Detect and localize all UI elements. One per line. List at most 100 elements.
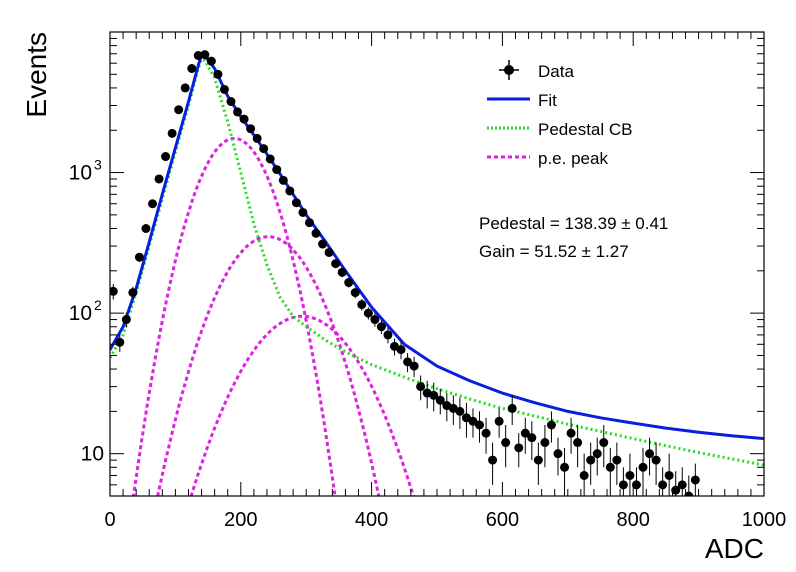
legend-label-fit: Fit <box>538 91 557 110</box>
data-point <box>278 175 288 185</box>
data-point <box>344 277 354 288</box>
data-point-marker <box>488 455 498 465</box>
data-point <box>481 417 491 454</box>
data-point <box>435 388 445 415</box>
data-point <box>174 105 184 115</box>
data-point-marker <box>187 63 197 73</box>
data-point-marker <box>618 480 628 490</box>
data-point-marker <box>278 175 288 185</box>
data-point-marker <box>357 300 367 310</box>
data-point-marker <box>115 337 125 347</box>
data-point <box>605 447 615 496</box>
data-point-marker <box>645 449 655 459</box>
data-point-marker <box>337 267 347 277</box>
data-point-marker <box>677 480 687 490</box>
data-point <box>350 287 360 299</box>
data-point <box>684 475 694 496</box>
data-point-marker <box>324 247 334 257</box>
data-point-marker <box>435 395 445 405</box>
data-point <box>396 341 406 360</box>
data-point-marker <box>311 228 321 238</box>
y-tick-exponent: 2 <box>94 297 102 313</box>
legend-label-pedestal: Pedestal CB <box>538 120 633 139</box>
data-point-marker <box>174 105 184 115</box>
data-point-marker <box>363 308 373 318</box>
data-point-marker <box>161 152 171 162</box>
data-point-marker <box>291 198 301 208</box>
x-axis-label: ADC <box>705 533 764 564</box>
data-point <box>651 442 661 485</box>
axis-ticks <box>109 32 765 497</box>
data-point <box>468 408 478 438</box>
x-tick-label: 600 <box>486 509 519 531</box>
data-point-marker <box>658 480 668 490</box>
data-point-marker <box>154 174 164 184</box>
data-point-marker <box>651 455 661 465</box>
data-point <box>370 313 380 327</box>
data-point <box>363 307 373 320</box>
data-point-marker <box>233 107 243 117</box>
data-point-marker <box>134 252 144 262</box>
data-points-layer <box>110 50 700 496</box>
data-point <box>455 397 465 429</box>
data-point <box>599 424 609 468</box>
data-point-marker <box>370 315 380 325</box>
data-point <box>488 442 498 485</box>
data-point-marker <box>507 403 517 413</box>
data-point-marker <box>226 97 236 107</box>
data-point-marker <box>285 186 295 196</box>
data-point <box>246 124 256 134</box>
data-point <box>213 69 223 79</box>
fit-curve <box>110 52 764 441</box>
pe-peak-curve-1 <box>131 137 337 496</box>
data-point <box>520 417 530 454</box>
data-point-marker <box>605 462 615 472</box>
legend-label-pe: p.e. peak <box>538 149 608 168</box>
pe-peak-curve-2 <box>156 235 381 496</box>
data-point-marker <box>560 462 570 472</box>
data-point-marker <box>684 491 694 496</box>
x-tick-label: 800 <box>617 509 650 531</box>
data-point-marker <box>121 315 131 325</box>
data-point-marker <box>429 390 439 400</box>
data-point <box>331 259 341 269</box>
data-point-marker <box>265 154 275 164</box>
data-point-marker <box>219 84 229 94</box>
data-point <box>507 395 517 425</box>
data-point-marker <box>180 83 190 93</box>
data-point <box>187 63 197 73</box>
curves-layer <box>110 52 764 496</box>
y-tick-label: 10 <box>81 443 104 466</box>
data-point-marker <box>533 455 543 465</box>
data-point <box>403 353 413 373</box>
y-axis-label: Events <box>21 32 52 118</box>
data-point-marker <box>592 449 602 459</box>
data-point <box>167 128 177 138</box>
data-point-marker <box>553 449 563 459</box>
data-point-marker <box>671 485 681 495</box>
data-point <box>592 437 602 476</box>
data-point <box>618 467 628 496</box>
data-point-marker <box>344 278 354 288</box>
data-point-marker <box>350 288 360 298</box>
data-point-marker <box>213 69 223 79</box>
data-point <box>671 471 681 496</box>
data-point <box>566 417 576 454</box>
data-point <box>134 252 144 262</box>
data-point-marker <box>586 455 596 465</box>
data-point <box>631 467 641 496</box>
data-point <box>376 320 386 335</box>
data-point-marker <box>501 438 511 448</box>
data-point <box>533 442 543 485</box>
legend: Data Fit Pedestal CB p.e. peak <box>487 60 633 168</box>
data-point <box>193 51 203 61</box>
data-point <box>265 154 275 164</box>
data-point-marker <box>599 438 609 448</box>
data-point <box>226 97 236 107</box>
data-point <box>148 199 158 209</box>
data-point <box>259 144 269 154</box>
data-point <box>677 467 687 496</box>
data-point <box>546 411 556 443</box>
